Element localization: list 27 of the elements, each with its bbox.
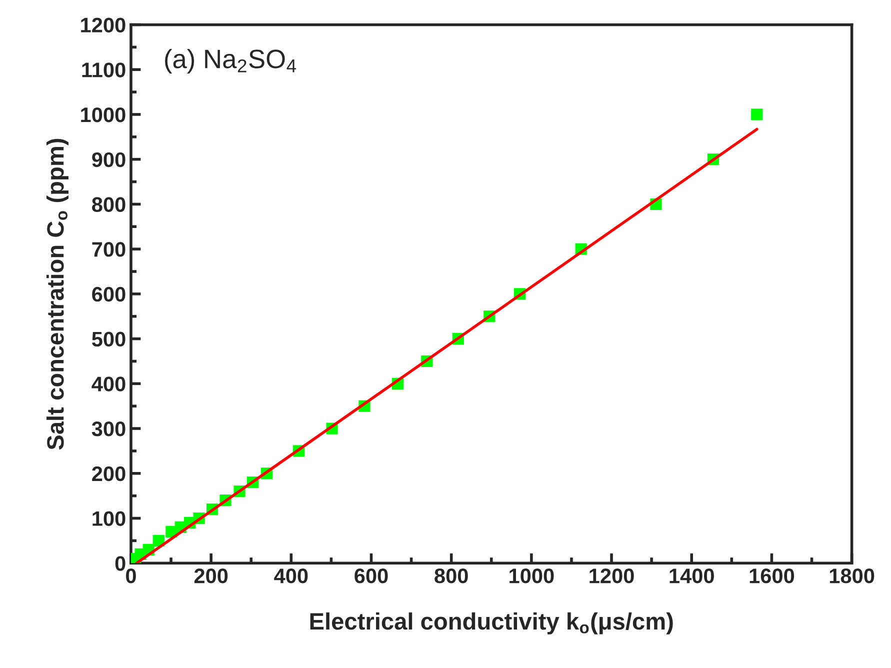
x-tick-label: 800 xyxy=(434,568,468,584)
y-tick-label: 100 xyxy=(92,511,126,526)
y-tick-label: 500 xyxy=(92,332,126,347)
y-tick-label: 600 xyxy=(92,286,126,302)
annotation: (a) Na$_{2}$SO$_{4}$ xyxy=(165,48,296,74)
x-tick-label: 1200 xyxy=(590,568,634,584)
point xyxy=(751,108,763,120)
x-axis-title: Electrical conductivity k$_{o}$(μs/cm) xyxy=(310,612,673,634)
x-tick-label: 1600 xyxy=(750,568,794,584)
y-tick-label: 1000 xyxy=(81,107,126,122)
x-tick-label: 400 xyxy=(274,568,308,584)
y-axis-title: Salt concentration C$_{o}$ (ppm) xyxy=(46,138,68,450)
x-tick-label: 1800 xyxy=(830,568,874,584)
y-tick-label: 400 xyxy=(92,376,126,392)
y-tick-label: 900 xyxy=(92,152,126,168)
x-tick-label: 200 xyxy=(194,568,228,584)
y-tick-label: 1100 xyxy=(82,62,126,78)
y-tick-label: 1200 xyxy=(81,18,126,32)
y-tick-label: 800 xyxy=(92,197,126,212)
y-tick-label: 200 xyxy=(92,466,126,482)
y-tick-label: 300 xyxy=(92,422,126,436)
x-tick-label: 600 xyxy=(354,568,388,584)
y-tick-label: 700 xyxy=(92,242,126,257)
x-tick-label: 0 xyxy=(126,568,136,584)
x-tick-label: 1400 xyxy=(670,568,714,584)
y-tick-label: 0 xyxy=(115,556,126,571)
x-tick-label: 1000 xyxy=(510,568,554,584)
